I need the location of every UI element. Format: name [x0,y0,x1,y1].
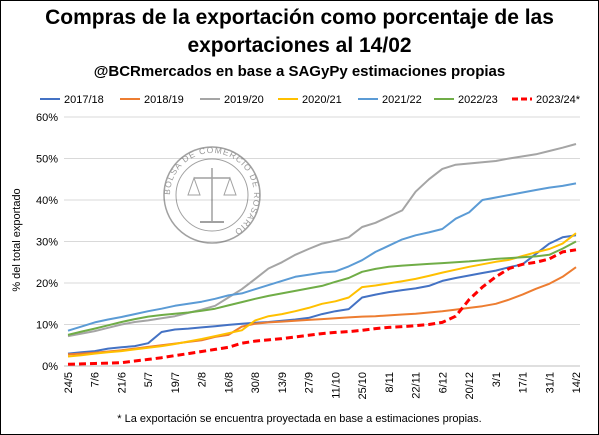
x-axis-ticks: 24/5 7/6 21/6 5/7 19/7 2/8 16/8 30/8 13/9 27/9 11/… [63,372,583,400]
legend-label: 2019/20 [224,94,264,106]
bcr-seal-watermark: BOLSA DE COMERCIO DE ROSARIO [162,145,261,244]
legend: 2017/18 2018/19 2019/20 2020/21 2021/22 2022/… [40,94,581,106]
x-tick-label: 20/12 [464,372,476,400]
x-tick-label: 24/5 [63,372,75,393]
y-tick-label: 0% [42,361,58,373]
gridlines [64,116,580,367]
legend-label: 2022/23 [458,94,498,106]
x-tick-label: 21/6 [116,372,128,393]
chart-subtitle: @BCRmercados en base a SAGyPy estimacion… [93,63,506,80]
footnote: * La exportación se encuentra proyectada… [117,413,482,425]
y-tick-label: 30% [36,237,58,249]
x-tick-label: 11/10 [330,372,342,399]
legend-label: 2017/18 [64,94,104,106]
series-line-202021 [67,232,577,358]
legend-label: 2018/19 [144,94,184,106]
x-tick-label: 22/11 [411,372,423,399]
series-lines [67,143,577,366]
x-tick-label: 6/12 [437,372,449,393]
x-tick-label: 2/8 [197,372,209,387]
series-line-202324 [67,248,577,366]
x-tick-label: 14/2 [571,372,583,393]
x-tick-label: 13/9 [277,372,289,393]
legend-label: 2020/21 [302,94,342,106]
x-tick-label: 25/10 [357,372,369,400]
series-line-201718 [67,234,577,355]
y-axis-label: % del total exportado [11,188,23,291]
chart-title-line2: exportaciones al 14/02 [187,34,412,57]
x-tick-label: 3/1 [491,372,503,387]
y-tick-label: 20% [36,278,58,290]
x-tick-label: 5/7 [143,372,155,387]
x-tick-label: 31/1 [544,372,556,393]
legend-label: 2021/22 [382,94,422,106]
series-line-202223 [67,240,577,336]
x-tick-label: 16/8 [223,372,235,393]
chart-title-line1: Compras de la exportación como porcentaj… [45,6,554,29]
legend-label: 2023/24* [536,94,581,106]
y-tick-label: 10% [36,320,58,332]
y-axis-ticks: 0% 10% 20% 30% 40% 50% 60% [36,112,58,373]
series-line-201920 [67,143,577,338]
x-tick-label: 19/7 [170,372,182,393]
series-line-201819 [67,266,577,356]
x-tick-label: 7/6 [90,372,102,387]
x-tick-label: 30/8 [250,372,262,393]
x-tick-label: 17/1 [518,372,530,393]
y-tick-label: 40% [36,195,58,207]
x-tick-label: 8/11 [384,372,396,393]
y-tick-label: 60% [36,112,58,124]
series-line-202122 [67,182,577,332]
x-tick-label: 27/9 [304,372,316,393]
y-tick-label: 50% [36,154,58,166]
